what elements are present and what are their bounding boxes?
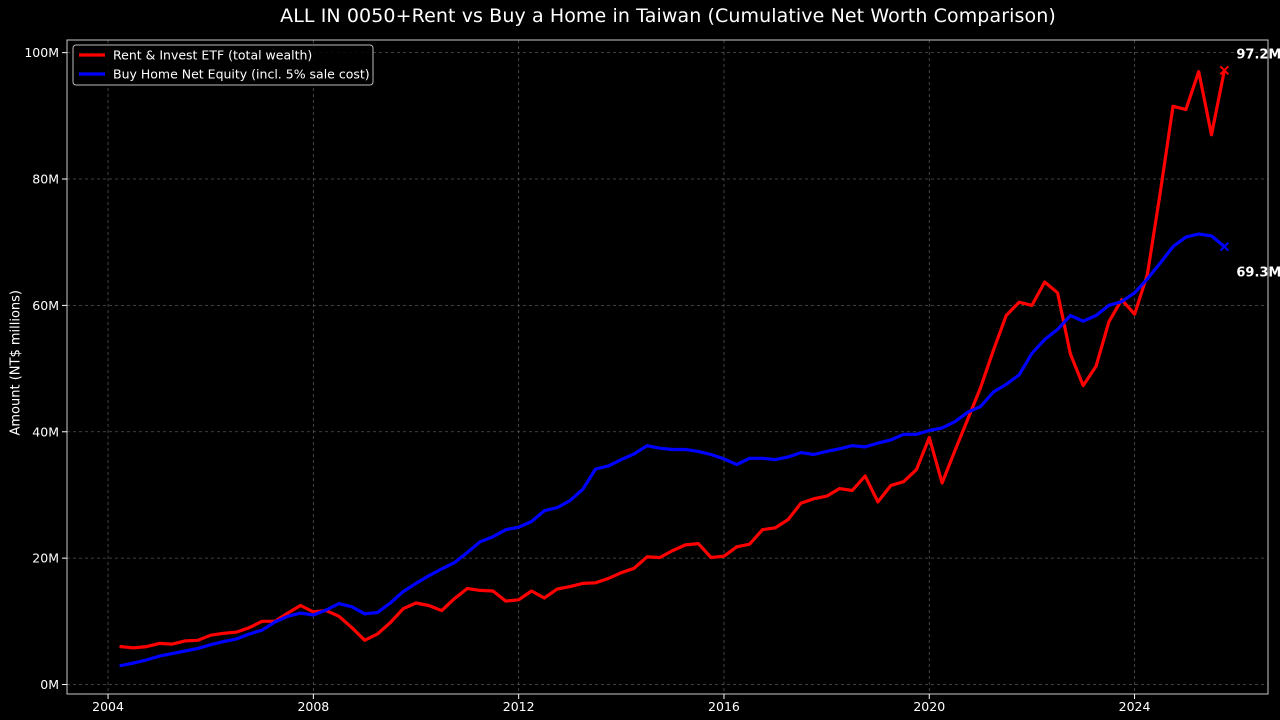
series-line-0	[119, 68, 1227, 650]
end-value-label: 97.2M	[1236, 47, 1280, 62]
end-marker	[1219, 241, 1230, 252]
series-lines	[119, 65, 1230, 668]
y-tick-label: 100M	[24, 45, 59, 60]
end-marker-stroke	[1219, 65, 1230, 76]
axis-ticks: 2004 2008 2012 2016 2020 2024 0M 20M 40M 60M 80M 10…	[24, 45, 1150, 714]
y-tick-label: 20M	[32, 551, 59, 566]
plot-frame	[66, 39, 1269, 695]
x-tick-label: 2012	[503, 699, 535, 714]
x-tick-label: 2024	[1119, 699, 1151, 714]
legend-label: Rent & Invest ETF (total wealth)	[113, 48, 312, 63]
legend-label: Buy Home Net Equity (incl. 5% sale cost)	[113, 67, 370, 82]
end-labels: 97.2M 69.3M	[1236, 47, 1280, 280]
y-tick-label: 60M	[32, 298, 59, 313]
chart-title: ALL IN 0050+Rent vs Buy a Home in Taiwan…	[280, 5, 1056, 27]
y-tick-label: 40M	[32, 424, 59, 439]
x-tick-label: 2004	[92, 699, 124, 714]
y-tick-label: 80M	[32, 172, 59, 187]
x-tick-label: 2020	[913, 699, 945, 714]
grid	[67, 40, 1268, 694]
end-marker-stroke	[1219, 241, 1230, 252]
legend-box	[72, 44, 374, 86]
x-tick-label: 2016	[708, 699, 740, 714]
y-tick-label: 0M	[40, 677, 59, 692]
end-value-label: 69.3M	[1236, 266, 1280, 281]
end-marker	[1219, 65, 1230, 76]
legend: Rent & Invest ETF (total wealth) Buy Home…	[72, 44, 374, 86]
x-tick-label: 2008	[297, 699, 329, 714]
